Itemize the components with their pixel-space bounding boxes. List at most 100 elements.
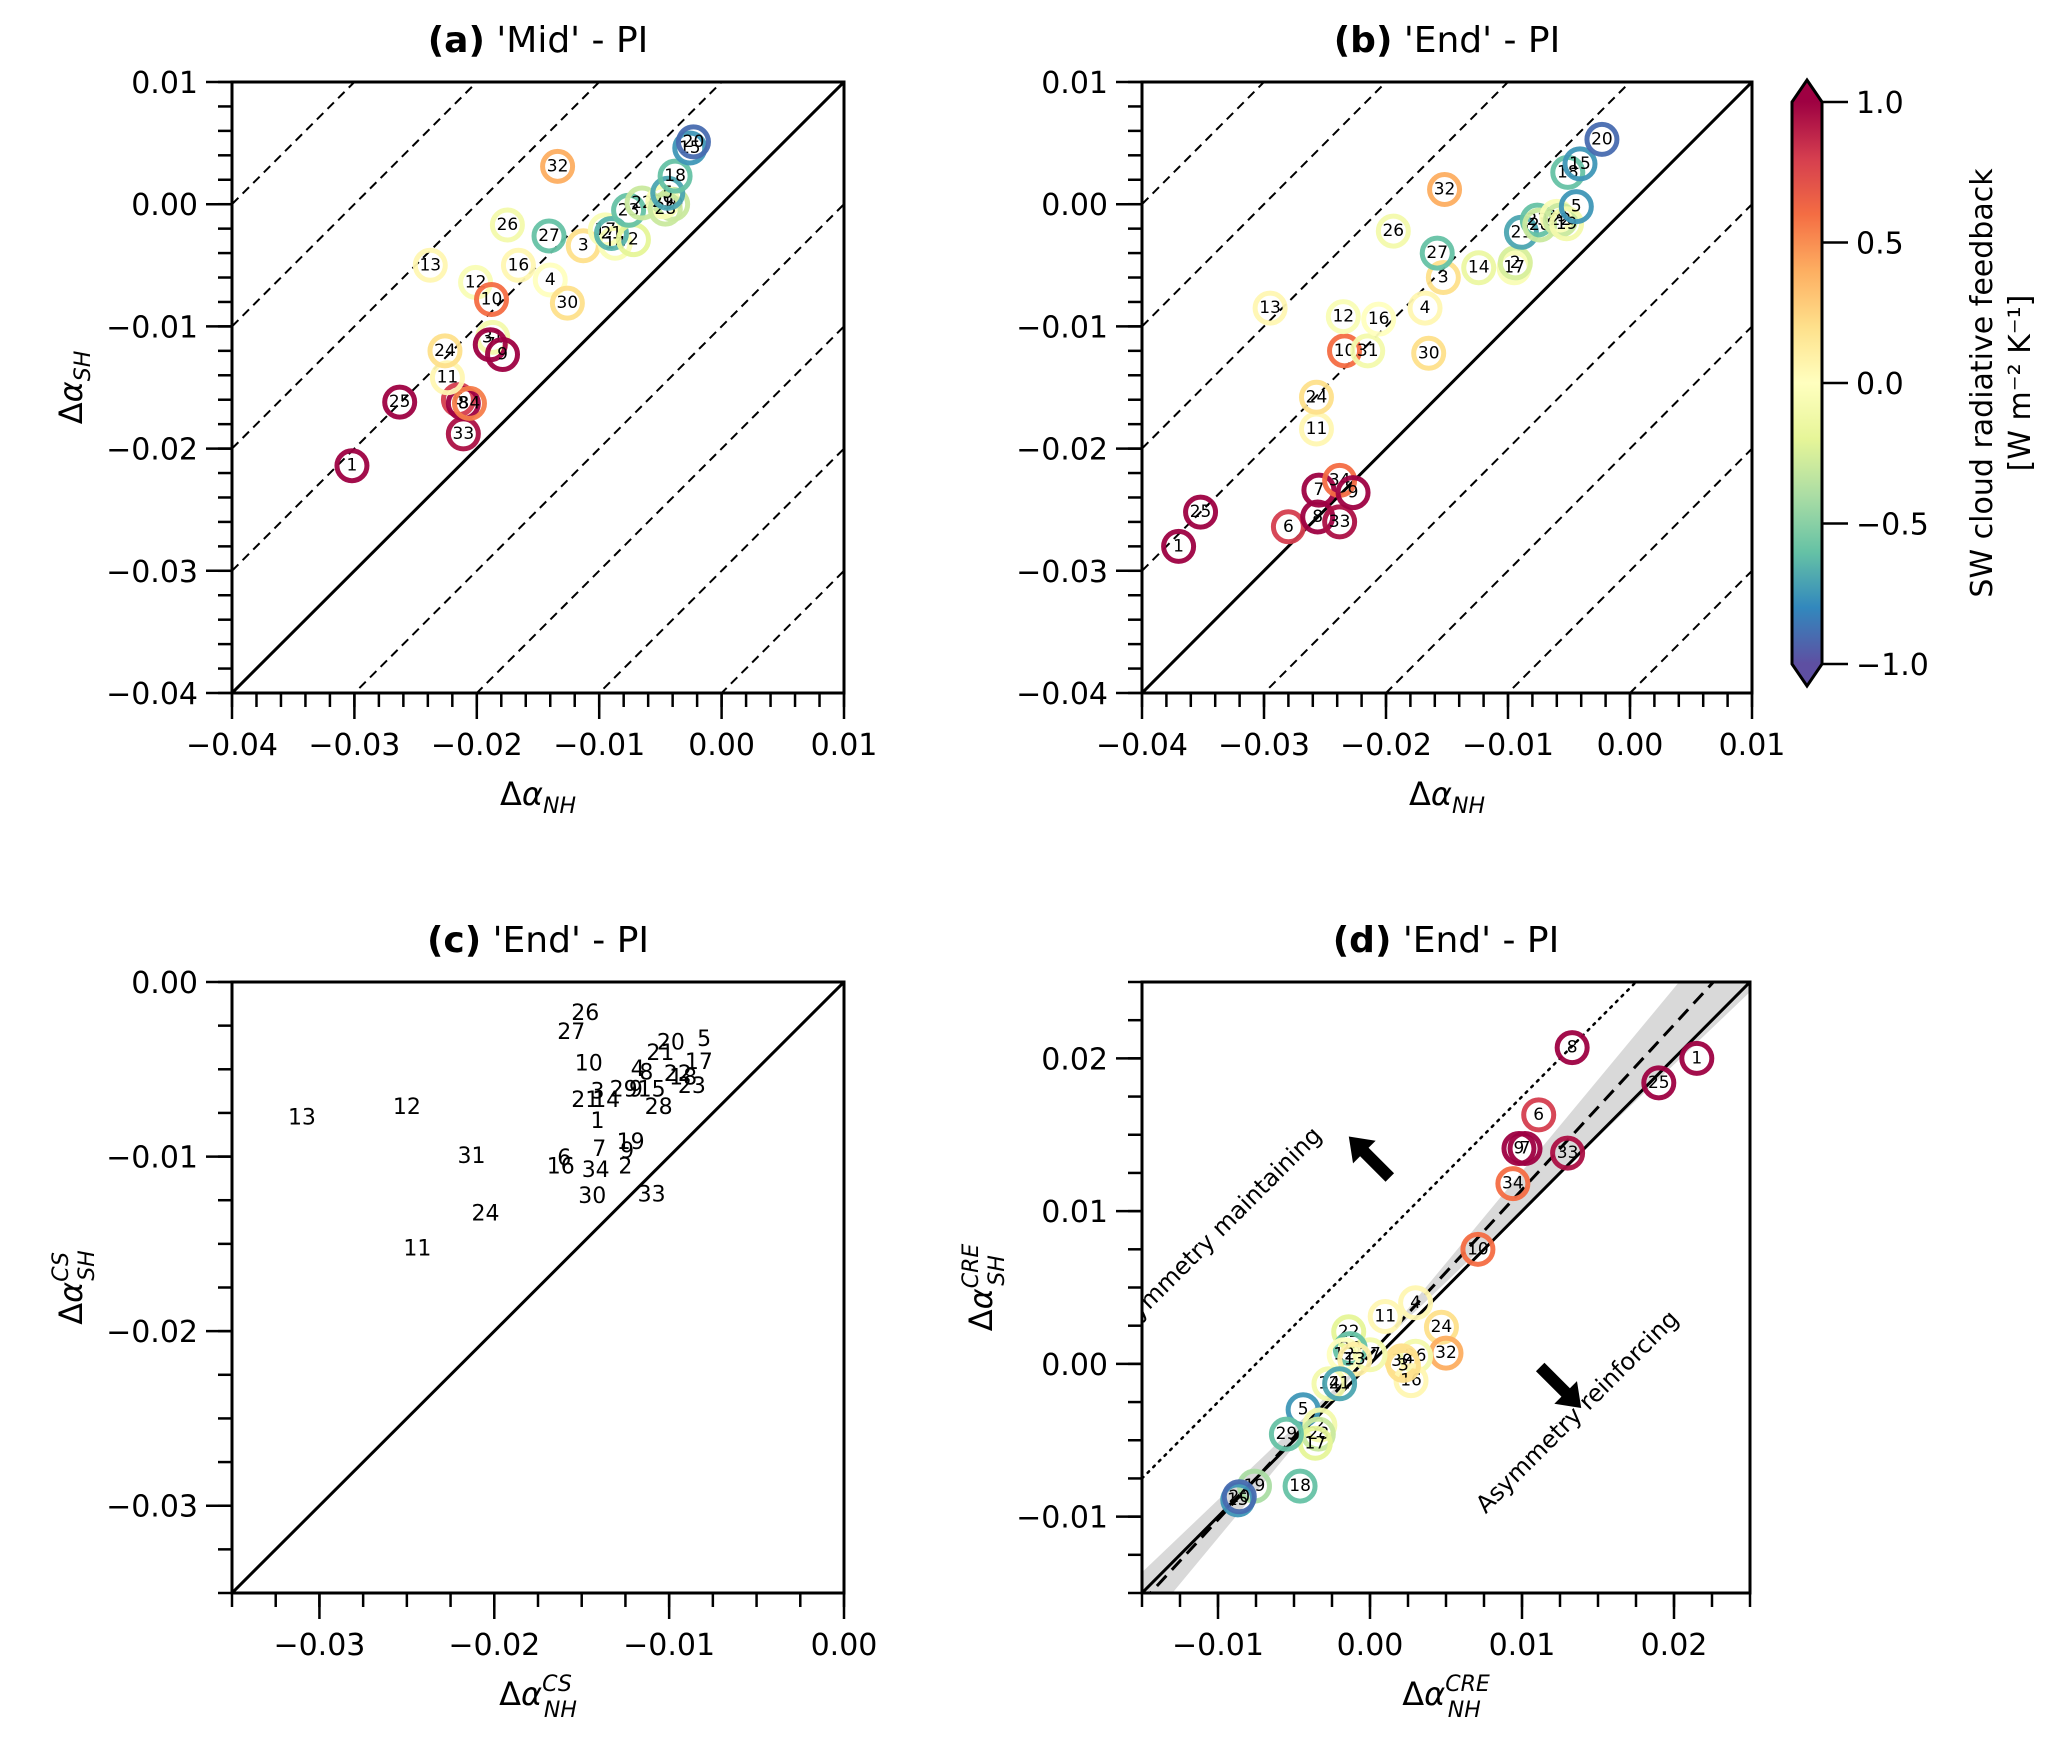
annotation-text: Asymmetry reinforcing bbox=[1470, 1305, 1684, 1519]
x-tick-label: −0.01 bbox=[623, 1628, 715, 1663]
point-ring bbox=[1558, 189, 1594, 225]
point-label: 9 bbox=[620, 1139, 634, 1164]
data-point-26: 26 bbox=[1375, 213, 1411, 249]
point-ring bbox=[451, 385, 487, 421]
point-ring bbox=[1322, 1366, 1358, 1402]
point-label: 33 bbox=[1329, 512, 1351, 532]
point-label: 21 bbox=[571, 1088, 599, 1113]
data-point-6: 6 bbox=[1521, 1097, 1557, 1133]
data-point-29: 29 bbox=[610, 1078, 638, 1103]
point-label: 27 bbox=[557, 1020, 585, 1045]
point-ring bbox=[489, 207, 525, 243]
point-label: 14 bbox=[1468, 258, 1490, 278]
data-point-14: 14 bbox=[1461, 250, 1497, 286]
y-tick-label: 0.01 bbox=[1041, 1195, 1108, 1230]
point-label: 5 bbox=[1298, 1400, 1309, 1420]
point-label: 5 bbox=[697, 1027, 711, 1052]
point-label: 25 bbox=[1648, 1073, 1670, 1093]
point-label: 3 bbox=[578, 236, 589, 256]
point-label: 16 bbox=[508, 255, 530, 275]
panel-title: (c) 'End' - PI bbox=[427, 920, 649, 961]
point-label: 7 bbox=[592, 1137, 606, 1162]
point-ring bbox=[1268, 1416, 1304, 1452]
x-tick-label: −0.02 bbox=[448, 1628, 540, 1663]
point-label: 11 bbox=[437, 368, 459, 388]
point-label: 29 bbox=[1276, 1424, 1298, 1444]
point-label: 13 bbox=[288, 1106, 316, 1131]
data-point-20: 20 bbox=[675, 124, 711, 160]
point-ring bbox=[473, 282, 509, 318]
one-to-one-line bbox=[1142, 82, 1752, 693]
point-label: 2 bbox=[618, 1155, 632, 1180]
point-ring bbox=[1507, 1130, 1543, 1166]
x-tick-label: −0.01 bbox=[1172, 1628, 1264, 1663]
data-point-1: 1 bbox=[334, 448, 370, 484]
data-point-26: 26 bbox=[489, 207, 525, 243]
point-label: 11 bbox=[1306, 419, 1328, 439]
point-label: 22 bbox=[664, 1062, 692, 1087]
arrow-up-left bbox=[1348, 1136, 1395, 1182]
point-label: 18 bbox=[669, 1066, 697, 1091]
data-point-24: 24 bbox=[427, 333, 463, 369]
x-tick-label: 0.00 bbox=[1337, 1628, 1404, 1663]
colorbar-tick-label: −0.5 bbox=[1856, 508, 1929, 543]
data-point-27: 27 bbox=[1419, 235, 1455, 271]
x-tick-label: −0.03 bbox=[1218, 728, 1310, 763]
point-ring bbox=[1461, 250, 1497, 286]
data-point-11: 11 bbox=[1367, 1299, 1403, 1335]
data-point-25: 25 bbox=[1183, 494, 1219, 530]
point-ring bbox=[429, 360, 465, 396]
point-label: 1 bbox=[347, 456, 358, 476]
data-point-10: 10 bbox=[473, 282, 509, 318]
colorbar-extend-top bbox=[1792, 80, 1822, 102]
data-point-6: 6 bbox=[1270, 509, 1306, 545]
point-label: 13 bbox=[1259, 298, 1281, 318]
data-point-31: 31 bbox=[1350, 333, 1386, 369]
data-point-20: 20 bbox=[657, 1031, 685, 1056]
data-point-19: 19 bbox=[617, 1130, 645, 1155]
point-label: 2 bbox=[628, 230, 639, 250]
point-label: 9 bbox=[497, 345, 508, 365]
point-label: 28 bbox=[645, 1095, 673, 1120]
data-point-15: 15 bbox=[638, 1078, 666, 1103]
point-ring bbox=[549, 285, 585, 321]
point-label: 32 bbox=[1434, 180, 1456, 200]
data-point-4: 4 bbox=[631, 1057, 645, 1082]
colorbar-tick-label: 0.5 bbox=[1856, 227, 1904, 262]
point-label: 16 bbox=[547, 1155, 575, 1180]
point-label: 1 bbox=[590, 1109, 604, 1134]
data-point-32: 32 bbox=[1428, 1335, 1464, 1371]
point-label: 7 bbox=[1520, 1138, 1531, 1158]
point-label: 20 bbox=[657, 1031, 685, 1056]
y-tick-label: −0.03 bbox=[106, 555, 198, 590]
data-point-3: 3 bbox=[590, 1079, 604, 1104]
data-point-24: 24 bbox=[1298, 379, 1334, 415]
data-point-17: 17 bbox=[1297, 1425, 1333, 1461]
y-axis-label: ΔαCRESH bbox=[959, 1244, 1010, 1332]
point-label: 30 bbox=[1418, 343, 1440, 363]
point-label: 30 bbox=[557, 293, 579, 313]
point-label: 26 bbox=[497, 215, 519, 235]
point-label: 4 bbox=[631, 1057, 645, 1082]
data-point-13: 13 bbox=[412, 247, 448, 283]
offset-dashed-line bbox=[720, 570, 844, 693]
point-ring bbox=[1427, 172, 1463, 208]
point-label: 14 bbox=[592, 1088, 620, 1113]
point-ring bbox=[1562, 146, 1598, 182]
point-ring bbox=[657, 158, 693, 194]
panel-title: (b) 'End' - PI bbox=[1334, 20, 1561, 61]
point-label: 18 bbox=[664, 166, 686, 186]
point-label: 17 bbox=[1503, 258, 1525, 278]
y-tick-label: 0.00 bbox=[131, 188, 198, 223]
point-ring bbox=[647, 191, 683, 227]
point-ring bbox=[1335, 475, 1371, 511]
y-tick-label: 0.00 bbox=[131, 966, 198, 1001]
data-point-10: 10 bbox=[1460, 1231, 1496, 1267]
colorbar: 1.0 0.5 0.0 −0.5 −1.0 SW cloud radiative feed… bbox=[1790, 77, 2038, 689]
colorbar-tick-label: 0.0 bbox=[1856, 367, 1904, 402]
point-label: 31 bbox=[1357, 341, 1379, 361]
y-tick-label: 0.00 bbox=[1041, 188, 1108, 223]
point-label: 23 bbox=[678, 1074, 706, 1099]
data-point-16: 16 bbox=[1361, 301, 1397, 337]
point-ring bbox=[1311, 1366, 1347, 1402]
